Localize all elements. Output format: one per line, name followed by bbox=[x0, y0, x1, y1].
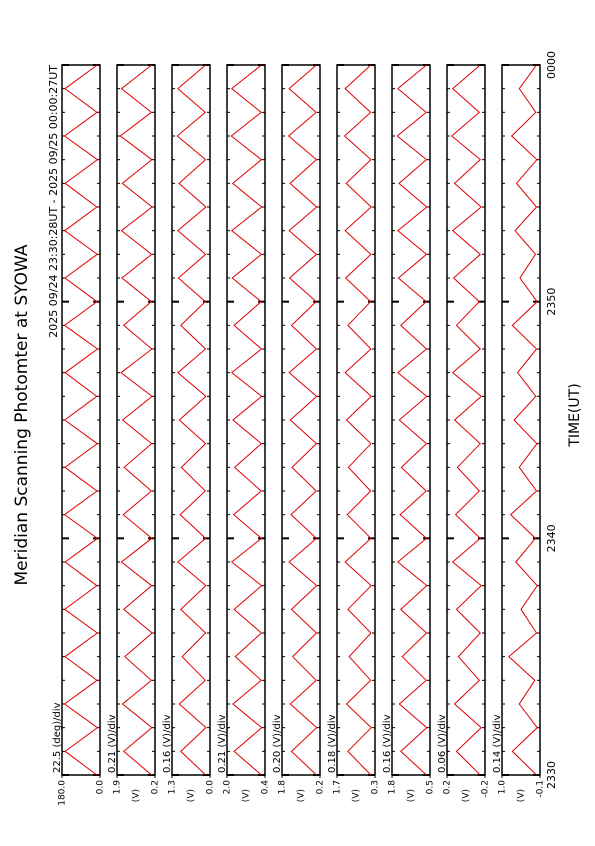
data-line bbox=[230, 64, 263, 776]
data-line bbox=[176, 64, 207, 776]
unit-label: (V) bbox=[352, 789, 362, 802]
y-tick-label: 0.5 bbox=[426, 780, 436, 794]
y-tick-label: 1.8 bbox=[278, 780, 288, 795]
panel-frame bbox=[501, 64, 541, 776]
x-tick-label: 2330 bbox=[545, 761, 558, 789]
y-tick-label: 1.3 bbox=[168, 780, 178, 794]
panel-scale-label: 0.21 (V)/div bbox=[107, 714, 118, 773]
y-tick-label: 0.2 bbox=[151, 780, 161, 794]
unit-label: (V) bbox=[132, 789, 142, 802]
x-axis-label: TIME(UT) bbox=[567, 383, 583, 447]
x-tick-label: 2340 bbox=[545, 524, 558, 552]
panel-frame bbox=[281, 64, 321, 776]
panel-frame bbox=[171, 64, 211, 776]
panel-scale-label: 0.06 (V)/div bbox=[437, 714, 448, 773]
y-tick-label: 1.8 bbox=[388, 780, 398, 795]
y-tick-label: 2.0 bbox=[223, 780, 233, 795]
unit-label: (V) bbox=[517, 789, 527, 802]
data-line bbox=[287, 64, 318, 776]
y-tick-label: 0.4 bbox=[261, 780, 271, 795]
y-tick-label: 0.0 bbox=[96, 780, 106, 795]
panel-scale-label: 0.18 (V)/div bbox=[327, 714, 338, 773]
panel-scale-label: 0.14 (V)/div bbox=[492, 714, 503, 773]
subtitle: 2025 09/24 23:30:28UT - 2025 09/25 00:00… bbox=[47, 65, 60, 338]
data-line bbox=[343, 64, 372, 776]
chart-title: Meridian Scanning Photomter at SYOWA bbox=[12, 244, 32, 585]
data-line bbox=[63, 64, 99, 776]
panel-scale-label: 0.20 (V)/div bbox=[272, 714, 283, 773]
y-tick-label: -0.1 bbox=[536, 780, 546, 798]
panel-frame bbox=[336, 64, 376, 776]
data-line bbox=[119, 64, 153, 776]
y-tick-label: 0.2 bbox=[316, 780, 326, 794]
y-tick-label: 0.2 bbox=[443, 780, 453, 794]
y-tick-label: -0.2 bbox=[481, 780, 491, 798]
panel-scale-label: 0.21 (V)/div bbox=[217, 714, 228, 773]
unit-label: (V) bbox=[407, 789, 417, 802]
x-tick-label: 2350 bbox=[545, 288, 558, 316]
y-tick-label: 0.0 bbox=[206, 780, 216, 795]
y-tick-label: 1.7 bbox=[333, 780, 343, 794]
y-tick-label: 180.0 bbox=[58, 780, 68, 806]
panel-scale-label: 0.16 (V)/div bbox=[162, 714, 173, 773]
panel-scale-label: 0.16 (V)/div bbox=[382, 714, 393, 773]
panel-scale-label: 22.5 (deg)/div bbox=[52, 702, 63, 773]
unit-label: (V) bbox=[297, 789, 307, 802]
unit-label: (V) bbox=[462, 789, 472, 802]
data-line bbox=[450, 64, 482, 776]
x-tick-label: 0000 bbox=[545, 51, 558, 79]
data-line bbox=[396, 64, 428, 776]
unit-label: (V) bbox=[242, 789, 252, 802]
y-tick-label: 0.3 bbox=[371, 780, 381, 794]
y-tick-label: 1.0 bbox=[498, 780, 508, 795]
rotated-plot: Meridian Scanning Photomter at SYOWA 202… bbox=[12, 51, 583, 806]
data-line bbox=[508, 64, 538, 776]
panel-frame bbox=[391, 64, 431, 776]
unit-label: (V) bbox=[187, 789, 197, 802]
panel-frame bbox=[446, 64, 486, 776]
y-tick-label: 1.9 bbox=[113, 780, 123, 795]
